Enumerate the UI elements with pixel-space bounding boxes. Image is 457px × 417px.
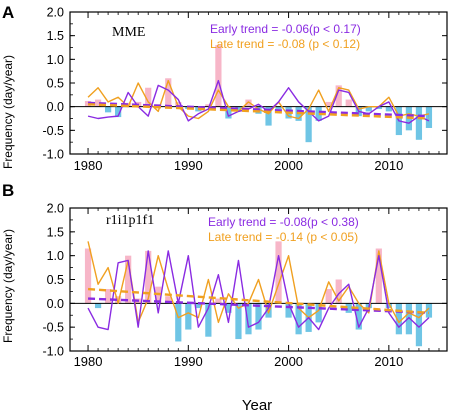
bar [325,289,332,304]
y-tick-label: -1.0 [42,345,64,359]
bar [365,106,372,112]
y-axis-title: Frequency (day/year) [1,55,15,169]
bar [305,106,312,143]
bar [295,303,302,335]
bar [235,106,242,112]
bar [94,303,102,309]
x-tick-label: 1980 [74,354,103,369]
bar [425,303,433,318]
bar [215,45,222,107]
panel-label: B [2,181,14,200]
y-tick-label: 0.5 [47,273,64,287]
x-tick-label: 2010 [374,158,403,173]
bar [345,99,352,107]
y-tick-label: 0.0 [47,100,64,114]
early-trend-annotation: Early trend = -0.08(p < 0.38) [208,215,359,229]
plot-area: -1.0 -0.5 0.0 0.5 1.0 1.5 2.0 1980 1990 2000 2010 [42,202,448,369]
x-tick-label: 2000 [274,158,303,173]
bar [145,250,152,304]
y-tick-label: 0.0 [47,297,64,311]
y-tick-label: -0.5 [42,321,64,335]
y-tick-label: 2.0 [47,202,64,216]
y-tick-label: 2.0 [47,6,64,20]
bar [205,303,212,337]
bar [165,296,172,304]
x-axis-title: Year [242,397,272,414]
bar [115,296,122,304]
y-tick-label: 1.5 [47,225,64,239]
y-axis-title: Frequency (day/year) [1,229,15,343]
x-tick-label: 1990 [174,158,203,173]
y-tick-label: 1.5 [47,29,64,43]
x-tick-label: 1990 [174,354,203,369]
bar [245,303,252,335]
bar [275,106,282,110]
early-trend-line [88,101,429,118]
y-tick-label: 0.5 [47,77,64,91]
bar [84,248,92,304]
early-series-line [87,79,430,124]
y-tick-label: 1.0 [47,53,64,67]
panel-label: A [2,3,14,22]
late-trend-line [87,103,430,120]
bar [225,303,232,313]
bar [375,248,382,304]
bar [375,106,382,110]
bar [385,303,392,309]
bar [165,78,172,107]
bar [94,99,102,107]
bar [225,106,232,119]
bar [185,303,192,330]
bar [245,99,252,107]
bar [335,279,342,304]
late-trend-annotation: Late trend = -0.08 (p < 0.12) [210,37,360,51]
bar [195,303,202,309]
bar [255,303,262,330]
bar [205,104,212,107]
early-trend-line [87,297,430,315]
bar [335,85,342,107]
model-label: r1i1p1f1 [106,213,154,228]
x-tick-label: 1980 [74,158,103,173]
bar [275,241,282,304]
bar [355,303,362,330]
bar [325,101,332,107]
bar [145,87,152,107]
bar [385,106,392,112]
bar [104,289,112,304]
bar [315,106,322,121]
y-tick-label: 1.0 [47,249,64,263]
bar [285,303,292,318]
bar [415,106,423,140]
x-tick-label: 2010 [374,354,403,369]
early-trend-annotation: Early trend = -0.06(p < 0.17) [210,22,361,36]
bar [175,101,182,107]
bar [215,298,222,304]
bar [115,106,122,118]
early-series-line [87,250,430,331]
plot-area: -1.0 -0.5 0.0 0.5 1.0 1.5 2.0 1980 1990 2000 2010 [42,6,448,173]
bar [315,303,322,323]
bar [405,303,413,335]
bar [104,106,112,113]
y-tick-label: -0.5 [42,124,64,138]
late-trend-annotation: Late trend = -0.14 (p < 0.05) [208,230,358,244]
bar [175,303,182,342]
bar [415,303,423,347]
x-tick-label: 2000 [274,354,303,369]
y-tick-label: -1.0 [42,148,64,162]
bar [235,303,242,340]
model-label: MME [112,25,145,40]
bar [395,303,402,335]
late-trend-line [87,287,430,315]
bar [345,303,352,313]
bar [265,106,272,126]
bar [125,102,132,107]
bar [125,255,132,304]
